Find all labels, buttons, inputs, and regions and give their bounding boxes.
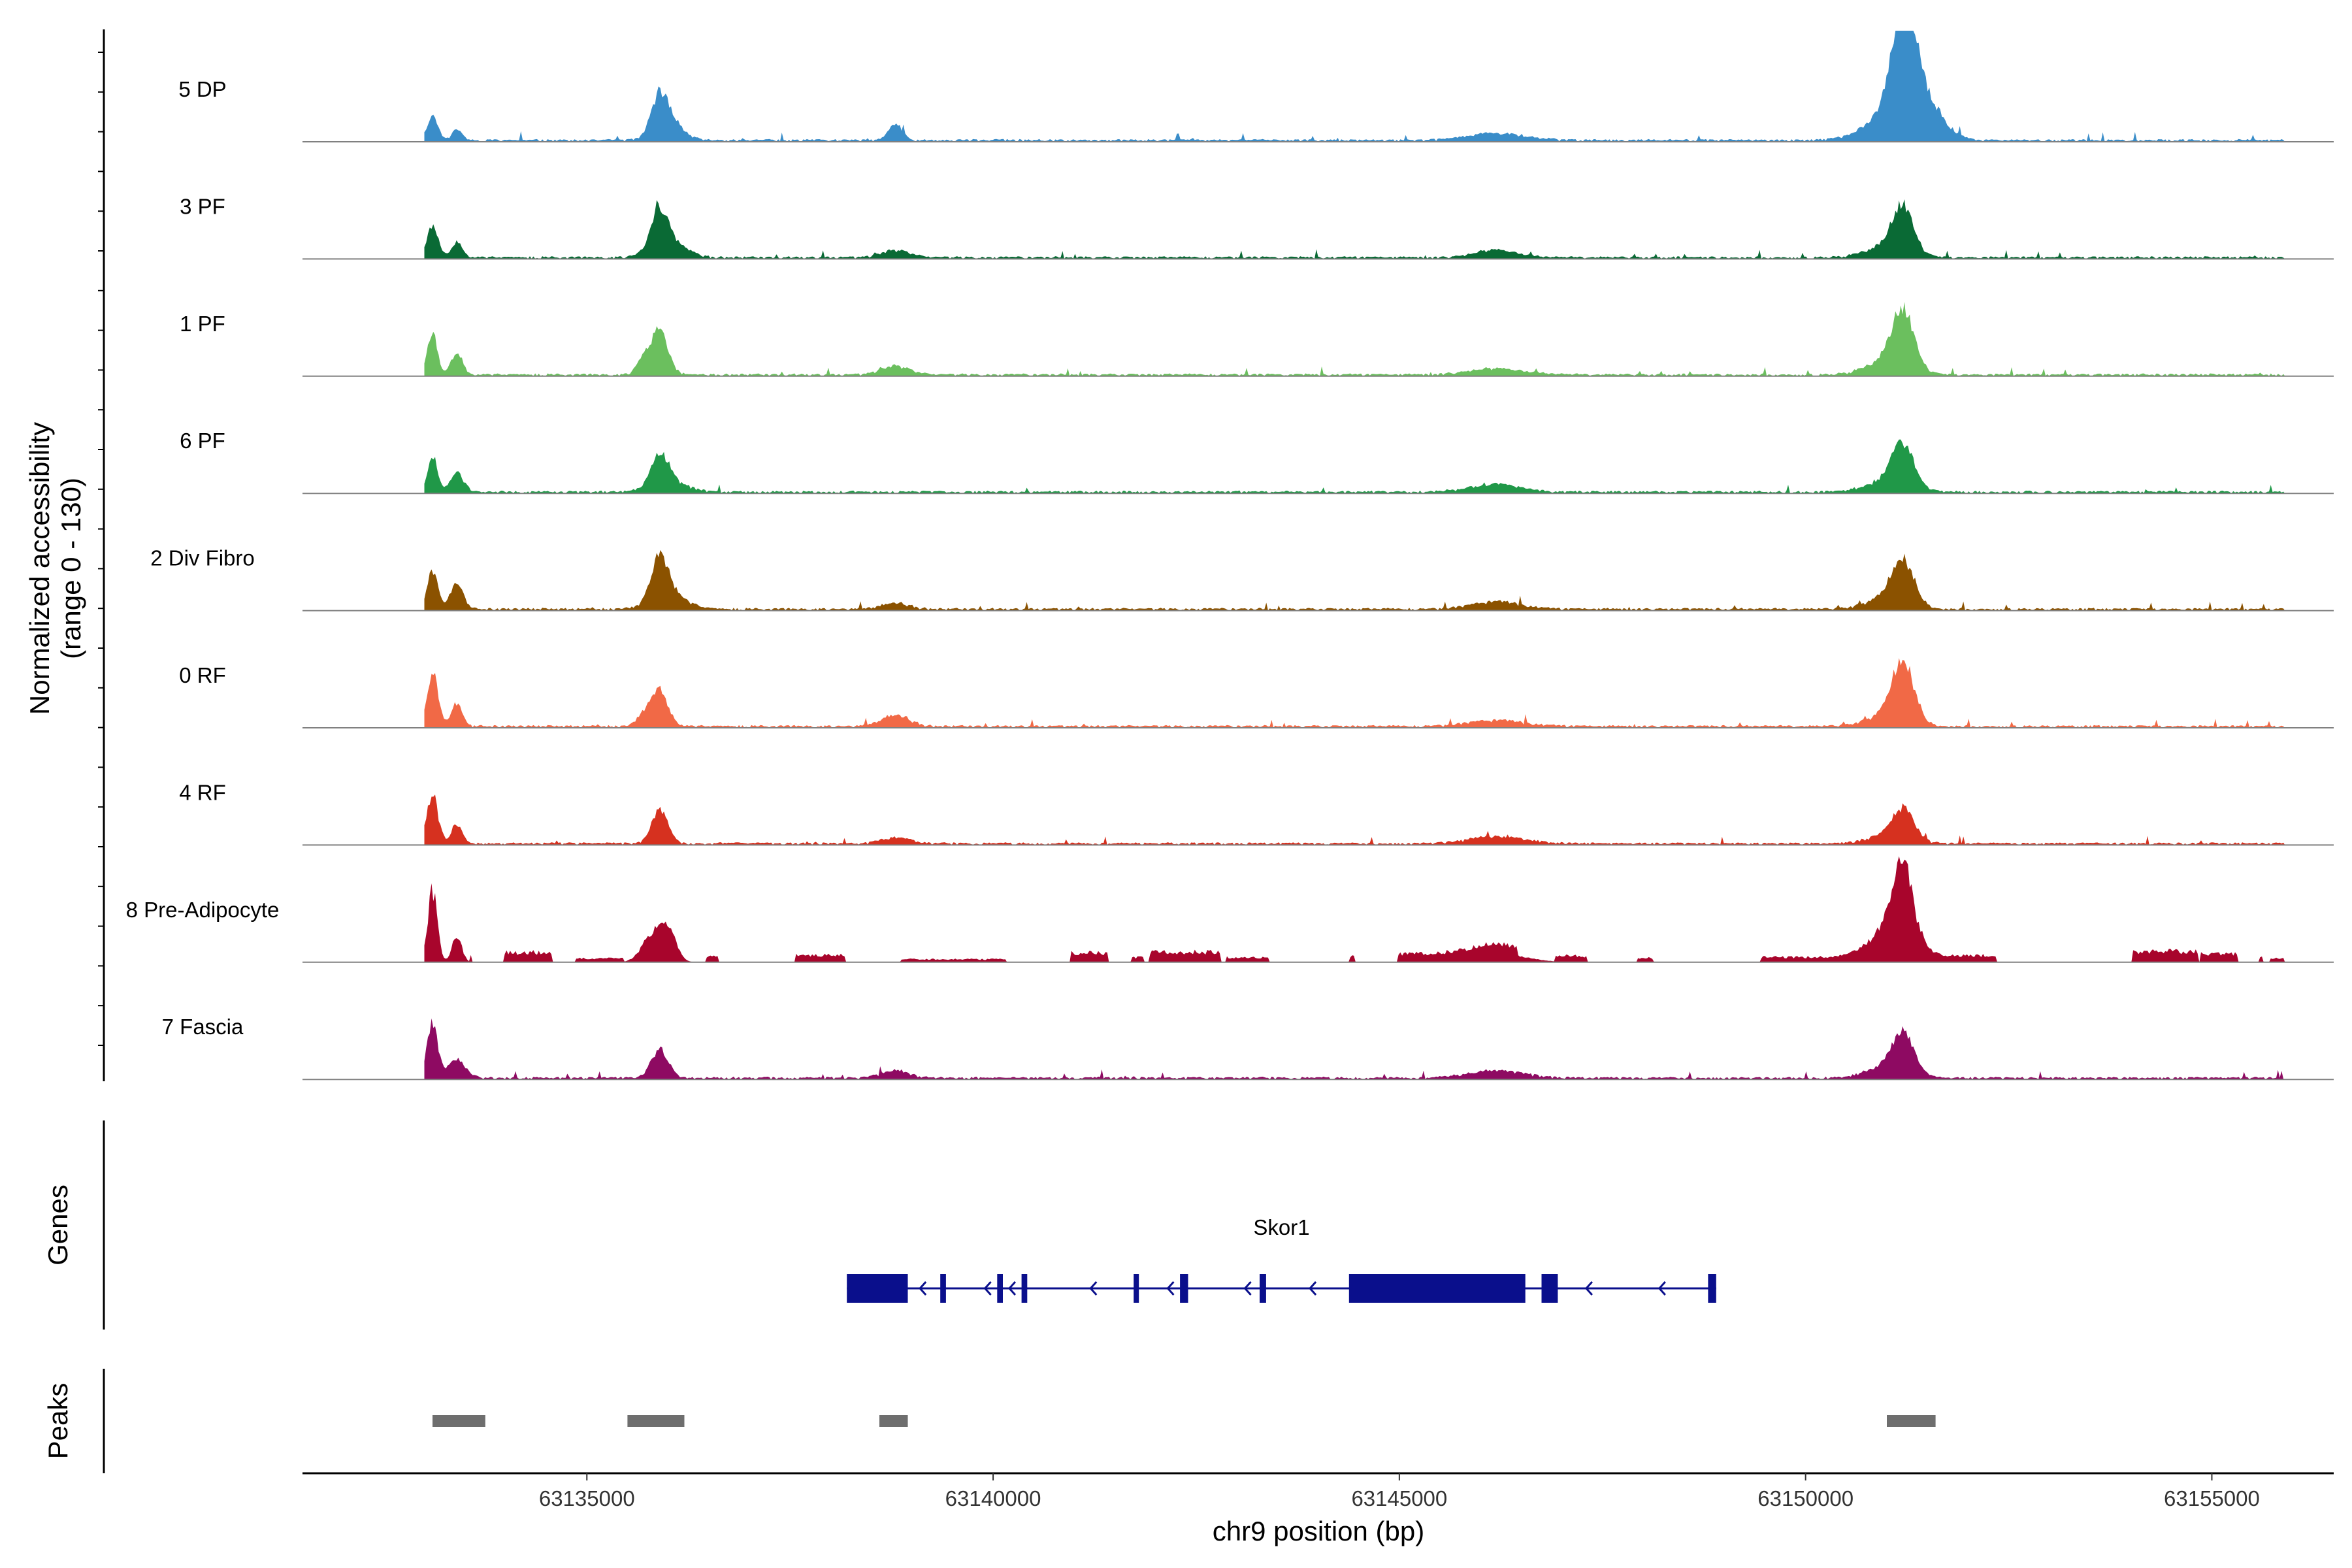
peaks-track: Peaks [42,1369,1936,1473]
gene-exon [847,1274,908,1303]
x-axis: 63135000 63140000 63145000 63150000 63155000… [302,1472,2334,1546]
coverage-track-3-pf: 3 PF [180,194,2334,260]
track-label: 1 PF [180,312,225,336]
gene-exon [1260,1274,1266,1303]
strand-arrow [1584,1281,1593,1296]
track-label: 5 DP [178,77,226,101]
coverage-track-0-rf: 0 RF [179,658,2334,728]
gene-exon [1708,1274,1716,1303]
strand-arrow [1089,1281,1098,1296]
coverage-area [424,439,2285,494]
strand-arrow [1658,1281,1666,1296]
peak-regions [433,1415,1936,1427]
track-label: 7 Fascia [162,1015,244,1039]
coverage-y-ticks [98,52,104,1046]
track-label: 3 PF [180,194,225,218]
y-axis-title-line1: Normalized accessibility [24,422,55,715]
gene-exon [1021,1274,1028,1303]
peak-region [627,1415,685,1427]
strand-arrow [1243,1281,1252,1296]
gene-name-label: Skor1 [1253,1215,1309,1239]
x-tick-label: 63140000 [945,1486,1041,1511]
coverage-track-4-rf: 4 RF [179,780,2334,846]
track-label: 4 RF [179,780,226,804]
gene-exon [1180,1274,1188,1303]
coverage-tracks: 5 DP 3 PF 1 PF 6 PF 2 Div Fibro 0 RF 4 RF 8 Pre… [126,31,2334,1081]
track-label: 0 RF [179,663,226,687]
strand-arrow [1166,1281,1175,1296]
gene-exon [1348,1274,1526,1303]
x-tick-label: 63145000 [1351,1486,1447,1511]
strand-arrow [983,1281,992,1296]
peak-region [879,1415,908,1427]
gene-exon [1134,1274,1139,1303]
coverage-track-5-dp: 5 DP [178,31,2334,142]
peak-region [1887,1415,1936,1427]
y-axis-title: Normalized accessibility (range 0 - 130) [24,422,86,715]
coverage-area [424,1018,2285,1080]
track-label: 6 PF [180,429,225,453]
coverage-area [424,856,2285,962]
coverage-track-7-fascia: 7 Fascia [162,1015,2334,1081]
track-label: 8 Pre-Adipocyte [126,898,280,922]
gene-exon [997,1274,1003,1303]
y-axis-title-line2: (range 0 - 130) [56,478,86,659]
x-tick-label: 63155000 [2164,1486,2260,1511]
gene-model-skor1 [847,1274,1716,1303]
coverage-area [424,199,2285,259]
coverage-track-1-pf: 1 PF [180,302,2334,377]
peak-region [433,1415,485,1427]
strand-arrow [1007,1281,1017,1296]
coverage-area [424,658,2285,728]
coverage-area [424,794,2285,845]
genes-track-title: Genes [42,1184,73,1266]
x-tick-label: 63150000 [1757,1486,1854,1511]
x-tick-label: 63135000 [539,1486,635,1511]
coverage-area [424,302,2285,376]
x-axis-title: chr9 position (bp) [1213,1516,1425,1546]
coverage-track-6-pf: 6 PF [180,429,2334,495]
strand-arrow [1309,1281,1317,1296]
coverage-track-8-pre-adipocyte: 8 Pre-Adipocyte [126,856,2334,963]
gene-exon [1541,1274,1558,1303]
track-label: 2 Div Fibro [150,546,255,570]
genes-track: Genes Skor1 [42,1120,1716,1330]
strand-arrow [919,1281,927,1296]
coverage-area [424,549,2285,611]
gene-exon [940,1274,946,1303]
coverage-track-2-div-fibro: 2 Div Fibro [150,546,2334,612]
x-axis-ticks: 63135000 63140000 63145000 63150000 63155000 [539,1473,2260,1511]
peaks-track-title: Peaks [42,1383,73,1460]
coverage-area [424,31,2285,142]
